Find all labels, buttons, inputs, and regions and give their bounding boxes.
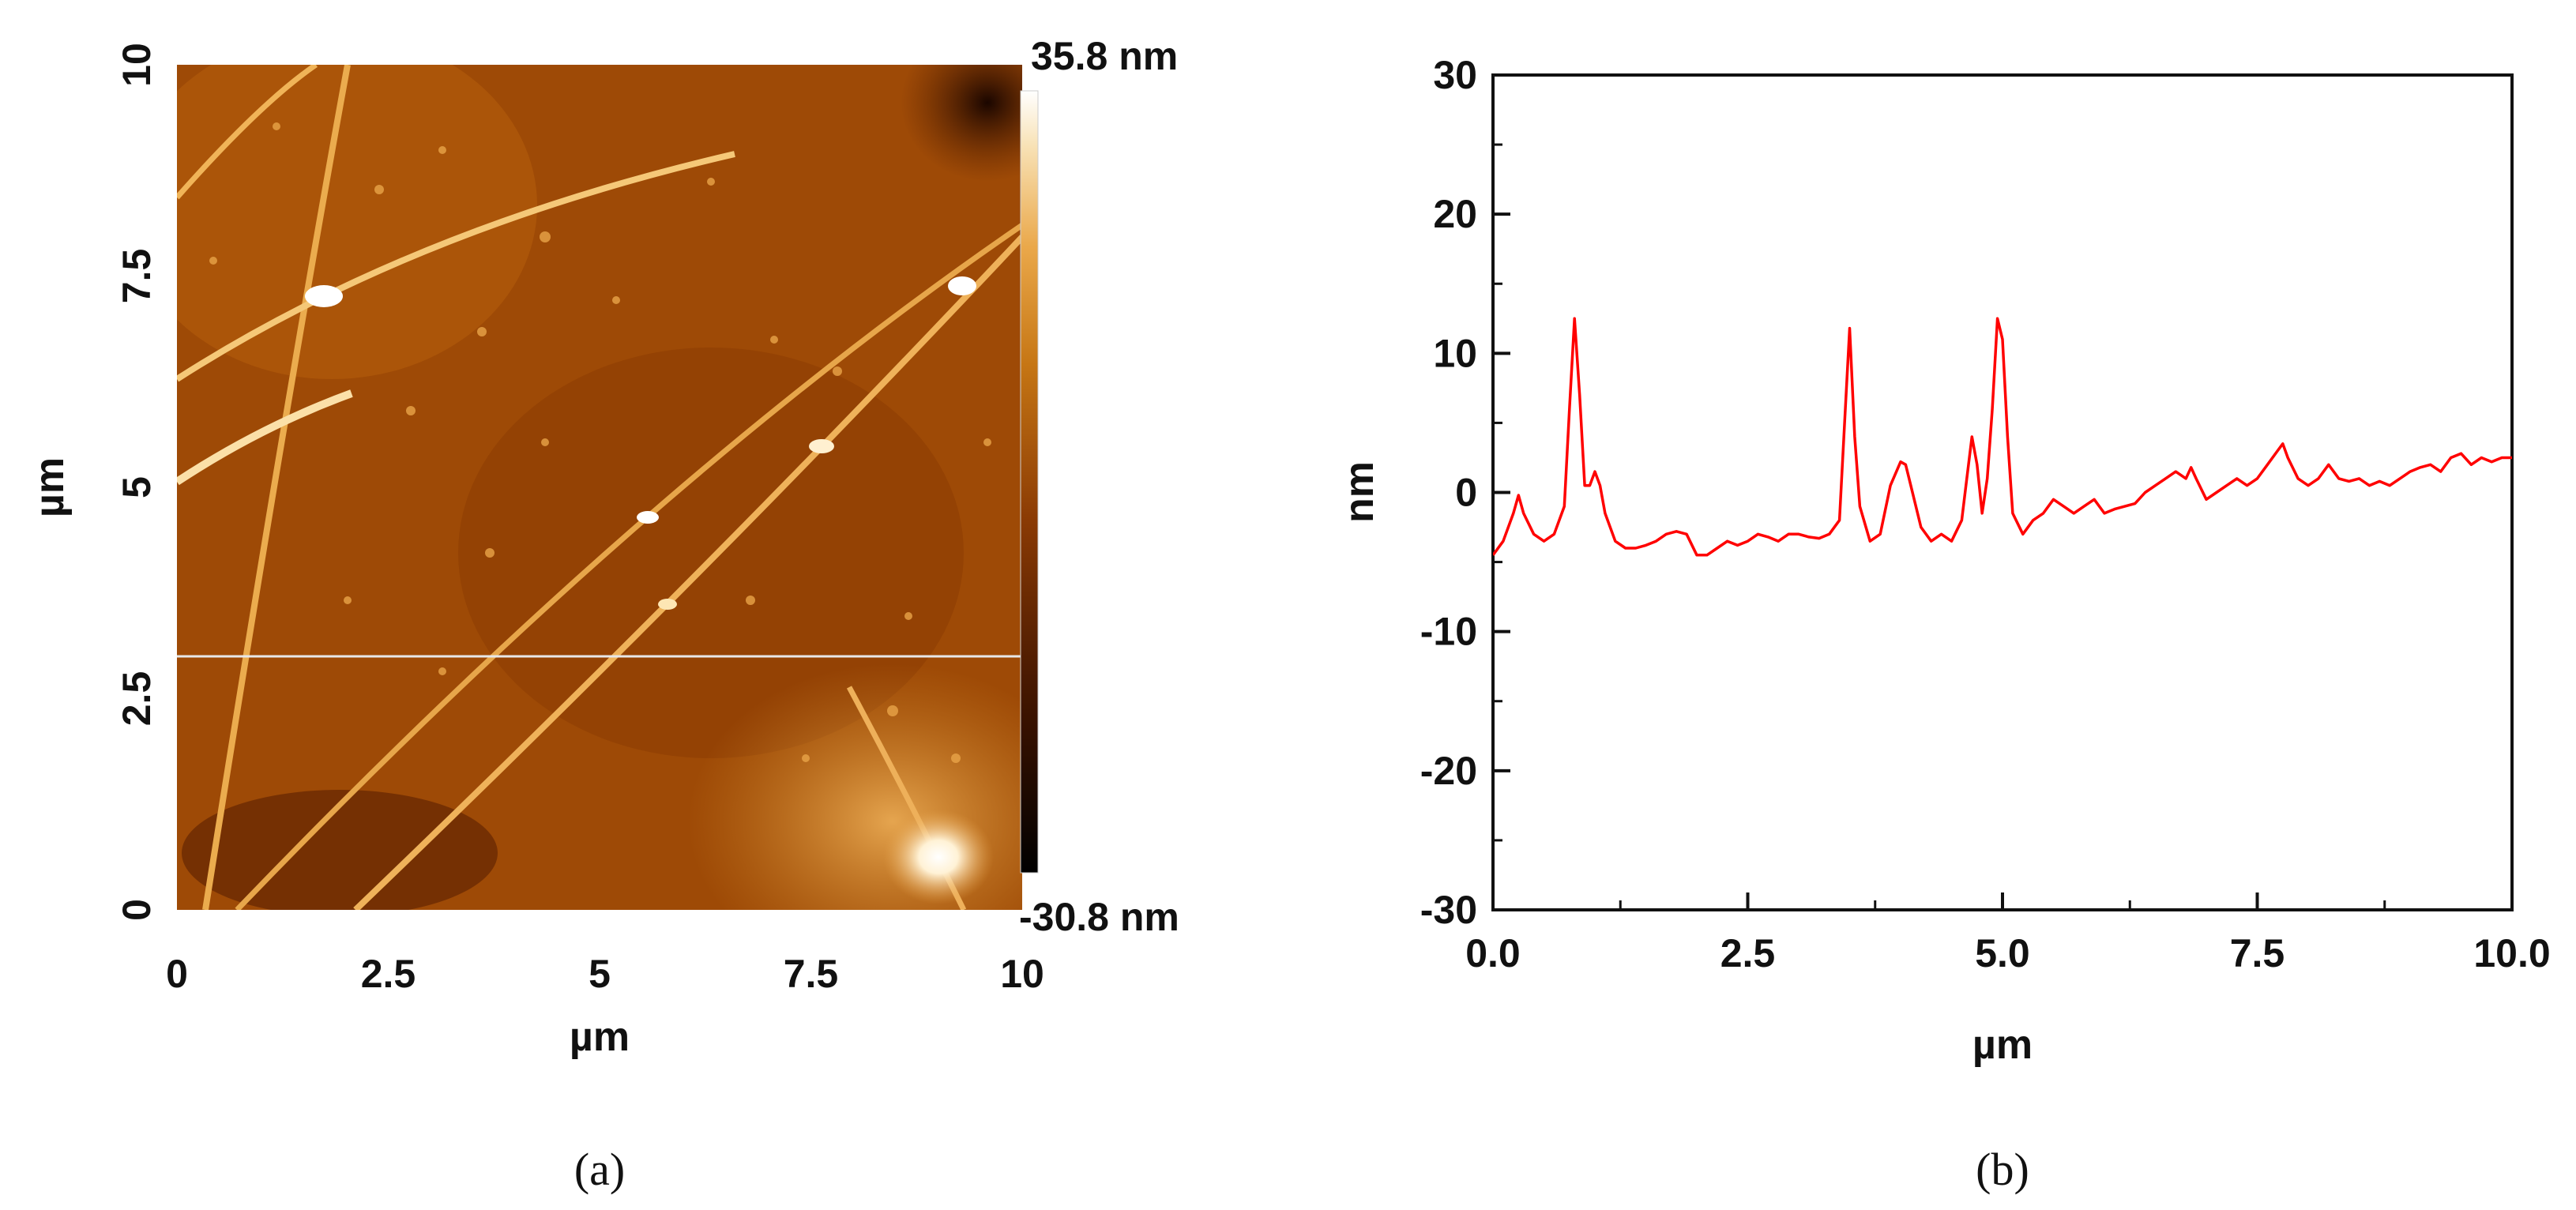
afm-y-axis-label: µm [27,457,73,517]
panel-label-a: (a) [574,1144,625,1195]
plot-y-tick-label: 20 [1433,192,1477,236]
plot-y-tick-label: 10 [1433,331,1477,375]
plot-y-tick-label: 0 [1455,471,1477,515]
series-line-height-profile [1493,317,2512,557]
afm-y-tick-label: 2.5 [115,671,159,727]
plot-x-tick-label: 5.0 [1975,931,2030,975]
plot-x-axis-label: µm [1972,1022,2033,1068]
plot-y-tick-label: -10 [1420,610,1477,654]
colorbar-max-label: 35.8 nm [1031,34,1178,78]
afm-x-axis-label: µm [570,1014,630,1060]
afm-y-tick-label: 10 [115,43,159,87]
plot-y-tick-label: -20 [1420,749,1477,793]
afm-x-ticks: 0 2.5 5 7.5 10 [166,952,1044,996]
plot-y-tick-label: 30 [1433,53,1477,97]
panel-b: 0.0 2.5 5.0 7.5 10.0 -30 -20 -10 0 10 20 30 µm nm (… [1337,53,2551,1195]
plot-x-tick-label: 2.5 [1720,931,1776,975]
afm-x-tick-label: 2.5 [361,952,416,996]
colorbar-min-label: -30.8 nm [1019,895,1179,939]
plot-y-axis-label: nm [1337,461,1382,523]
afm-image [177,65,1022,910]
afm-y-ticks: 0 2.5 5 7.5 10 [115,43,159,921]
panel-a: 0 2.5 5 7.5 10 0 2.5 5 7.5 10 µm µm 35.8 nm -30.… [27,34,1179,1195]
afm-y-tick-label: 7.5 [115,249,159,304]
afm-x-tick-label: 7.5 [784,952,839,996]
afm-y-tick-label: 5 [115,476,159,498]
panel-label-b: (b) [1976,1144,2029,1195]
plot-x-tick-label: 0.0 [1465,931,1521,975]
afm-x-tick-label: 0 [166,952,188,996]
plot-x-tick-label: 7.5 [2230,931,2285,975]
plot-ticks: 0.0 2.5 5.0 7.5 10.0 -30 -20 -10 0 10 20 30 [1420,53,2551,975]
afm-x-tick-label: 10 [1000,952,1044,996]
plot-y-tick-label: -30 [1420,888,1477,932]
afm-x-tick-label: 5 [589,952,611,996]
colorbar [1020,90,1039,874]
plot-x-tick-label: 10.0 [2473,931,2550,975]
afm-y-tick-label: 0 [115,899,159,921]
plot-frame [1491,73,2514,911]
